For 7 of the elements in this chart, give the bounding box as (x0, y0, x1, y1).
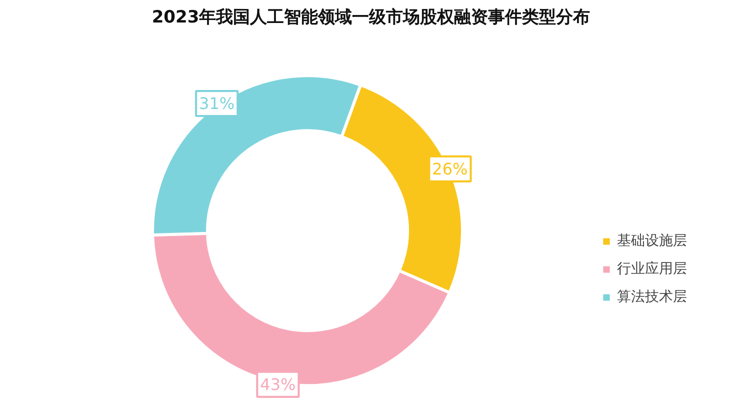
legend-label: 基础设施层 (617, 232, 687, 250)
data-label: 31% (199, 94, 235, 114)
legend-label: 算法技术层 (617, 288, 687, 306)
legend-label: 行业应用层 (617, 260, 687, 278)
data-label: 26% (432, 159, 468, 178)
data-label: 43% (260, 374, 296, 394)
chart-title: 2023年我国人工智能领域一级市场股权融资事件类型分布 (152, 8, 590, 28)
